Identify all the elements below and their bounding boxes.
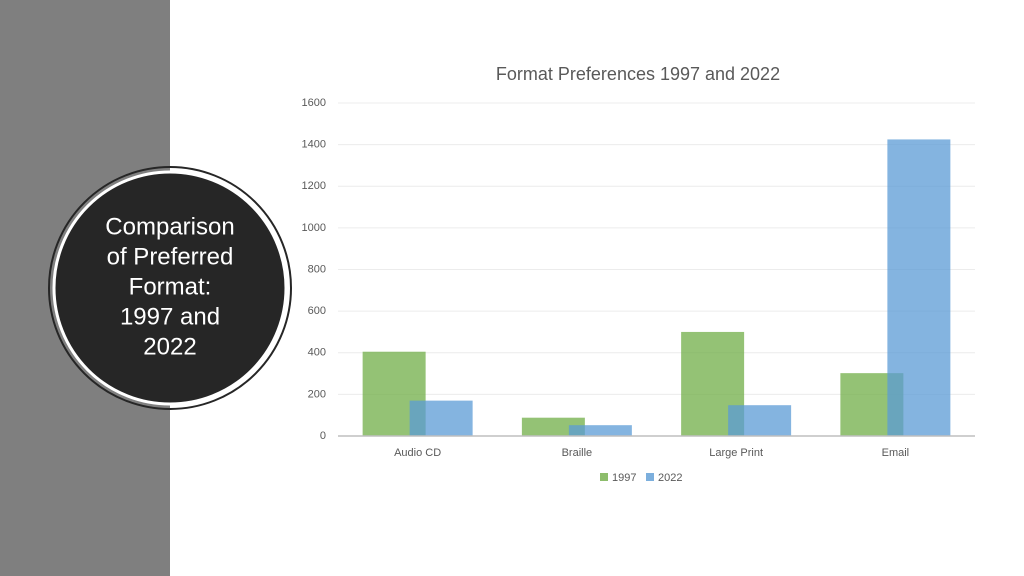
legend-swatch bbox=[646, 473, 654, 481]
x-tick-label: Audio CD bbox=[394, 447, 441, 459]
slide-title-line: of Preferred bbox=[107, 243, 234, 270]
x-tick-label: Braille bbox=[562, 447, 593, 459]
legend-swatch bbox=[600, 473, 608, 481]
slide-title: Comparison of Preferred Format: 1997 and 202… bbox=[105, 213, 234, 360]
legend-label: 1997 bbox=[612, 472, 636, 484]
y-tick-label: 1200 bbox=[302, 180, 326, 192]
legend-label: 2022 bbox=[658, 472, 682, 484]
y-tick-label: 1600 bbox=[302, 97, 326, 109]
slide-title-line: 1997 and bbox=[120, 303, 220, 330]
slide-title-line: 2022 bbox=[143, 333, 196, 360]
y-tick-label: 600 bbox=[308, 305, 326, 317]
slide-title-line: Format: bbox=[129, 273, 212, 300]
bar bbox=[409, 400, 473, 436]
bar bbox=[887, 139, 951, 436]
y-tick-label: 800 bbox=[308, 263, 326, 275]
chart-title: Format Preferences 1997 and 2022 bbox=[496, 64, 780, 84]
bar bbox=[728, 405, 792, 436]
x-tick-label: Email bbox=[882, 447, 910, 459]
x-tick-label: Large Print bbox=[709, 447, 763, 459]
title-circle bbox=[52, 170, 288, 406]
y-tick-label: 0 bbox=[320, 430, 326, 442]
bar bbox=[568, 425, 632, 436]
circle-ring bbox=[48, 166, 292, 410]
y-tick-label: 1000 bbox=[302, 222, 326, 234]
slide-title-line: Comparison bbox=[105, 213, 234, 240]
y-tick-label: 200 bbox=[308, 388, 326, 400]
y-tick-label: 400 bbox=[308, 347, 326, 359]
y-tick-label: 1400 bbox=[302, 139, 326, 151]
